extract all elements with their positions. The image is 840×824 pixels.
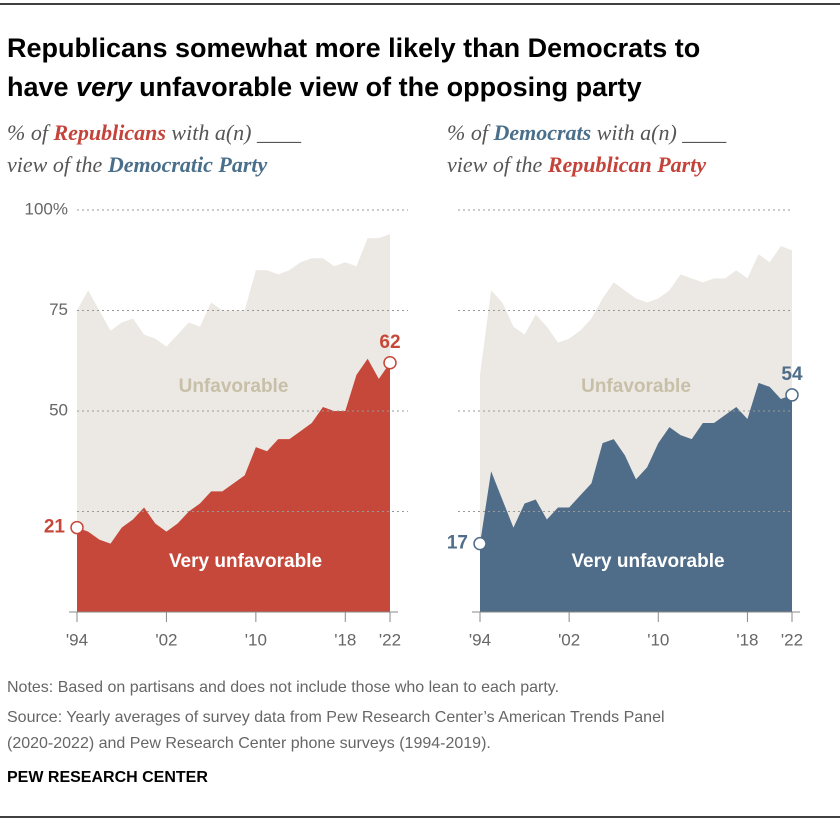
area (480, 382, 792, 612)
data-label: 17 (447, 533, 468, 554)
data-label: 62 (379, 332, 400, 353)
x-tick-label: '22 (379, 630, 401, 649)
subtitle-part: view of the (7, 152, 108, 177)
point-marker (383, 356, 397, 370)
source: Source: Yearly averages of survey data f… (7, 709, 665, 726)
x-tick-label: '18 (334, 630, 356, 649)
data-label: 54 (781, 364, 803, 385)
subtitle-part: Republican Party (547, 152, 707, 177)
area-label: Unfavorable (581, 376, 691, 397)
subtitle-part: with a(n) ____ (166, 120, 302, 145)
x-tick-label: '94 (469, 630, 491, 649)
title-part: have (7, 72, 76, 102)
area (77, 358, 390, 612)
point-marker (70, 520, 84, 535)
x-tick-label: '22 (781, 630, 803, 649)
data-label: 21 (44, 517, 66, 538)
title-line: have very unfavorable view of the opposi… (7, 72, 642, 102)
title-part: unfavorable view of the opposing party (132, 72, 642, 102)
subtitle-part: % of (7, 120, 53, 145)
x-tick-label: '10 (245, 630, 267, 649)
area-label: Very unfavorable (571, 551, 724, 572)
x-tick-label: '10 (647, 630, 669, 649)
subtitle-part: view of the (447, 152, 548, 177)
title-line: Republicans somewhat more likely than De… (7, 33, 700, 63)
x-tick-label: '02 (558, 630, 580, 649)
subtitle-part: Democrats (492, 120, 591, 145)
notes: Notes: Based on partisans and does not i… (7, 679, 559, 696)
source: (2020-2022) and Pew Research Center phon… (7, 735, 491, 752)
point-marker (473, 536, 487, 551)
y-tick-label: 75 (49, 300, 68, 319)
subtitle: % of Democrats with a(n) ____ (447, 120, 727, 145)
title-part: very (76, 72, 134, 102)
subtitle: view of the Democratic Party (7, 152, 268, 177)
area-label: Unfavorable (179, 376, 289, 397)
x-tick-label: '94 (66, 630, 88, 649)
footer: PEW RESEARCH CENTER (7, 769, 208, 786)
point-marker (785, 388, 799, 402)
subtitle: view of the Republican Party (447, 152, 706, 177)
subtitle-part: Democratic Party (107, 152, 268, 177)
y-tick-label: 50 (49, 400, 68, 419)
subtitle-part: Republicans (52, 120, 165, 145)
area-label: Very unfavorable (169, 551, 322, 572)
subtitle: % of Republicans with a(n) ____ (7, 120, 302, 145)
subtitle-part: % of (447, 120, 493, 145)
x-tick-label: '18 (736, 630, 758, 649)
y-tick-label: 100% (25, 199, 68, 218)
x-tick-label: '02 (155, 630, 177, 649)
subtitle-part: with a(n) ____ (591, 120, 727, 145)
